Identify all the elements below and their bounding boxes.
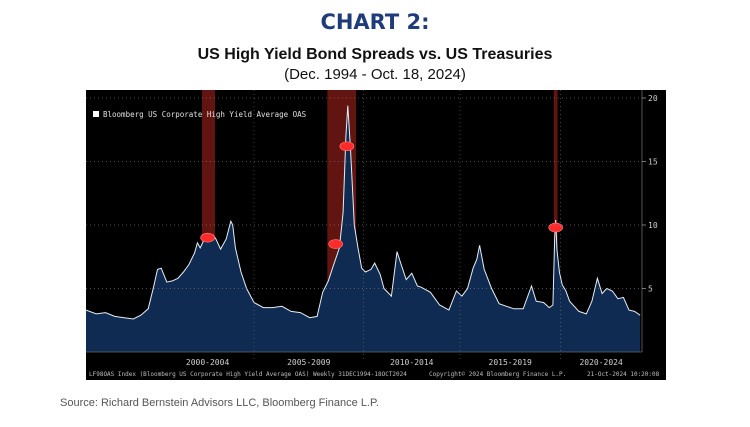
y-axis: 5 10 15 20 — [641, 90, 658, 352]
x-tick-label: 2020-2024 — [579, 358, 623, 367]
x-tick-label: 2010-2014 — [390, 358, 434, 367]
legend-swatch — [93, 111, 99, 117]
recession-marker-2 — [328, 239, 343, 249]
y-tick-label: 10 — [648, 221, 658, 230]
chart-title: US High Yield Bond Spreads vs. US Treasu… — [197, 46, 553, 63]
x-tick-label: 2005-2009 — [287, 358, 331, 367]
x-tick-label: 2015-2019 — [489, 358, 533, 367]
x-tick-label: 2000-2004 — [186, 358, 230, 367]
chart-date-range: (Dec. 1994 - Oct. 18, 2024) — [284, 66, 466, 83]
source-note: Source: Richard Bernstein Advisors LLC, … — [60, 397, 379, 409]
legend-label: Bloomberg US Corporate High Yield Averag… — [103, 110, 307, 119]
recession-marker-1 — [200, 232, 215, 243]
x-axis: 2000-2004 2005-2009 2010-2014 2015-2019 2020… — [86, 351, 642, 367]
recession-marker-4 — [548, 222, 563, 233]
y-tick-label: 15 — [648, 158, 658, 167]
recession-markers — [200, 141, 563, 249]
y-tick-label: 20 — [648, 94, 658, 103]
chart-panel: 5 10 15 20 2000-2004 2005-2009 2010-2014 2015-… — [85, 90, 666, 380]
y-tick-label: 5 — [648, 285, 653, 294]
oas-line — [85, 105, 641, 320]
oas-area — [86, 105, 641, 352]
oas-chart: 5 10 15 20 2000-2004 2005-2009 2010-2014 2015-… — [85, 90, 666, 380]
recession-marker-3 — [339, 141, 355, 152]
gridlines — [86, 90, 642, 362]
footer-copyright: Copyright© 2024 Bloomberg Finance L.P. — [429, 371, 566, 378]
chart-number-heading: CHART 2: — [320, 10, 430, 34]
footer-timestamp: 21-Oct-2024 10:20:08 — [587, 371, 660, 378]
footer-index-text: LF98OAS Index (Bloomberg US Corporate Hi… — [89, 371, 407, 378]
